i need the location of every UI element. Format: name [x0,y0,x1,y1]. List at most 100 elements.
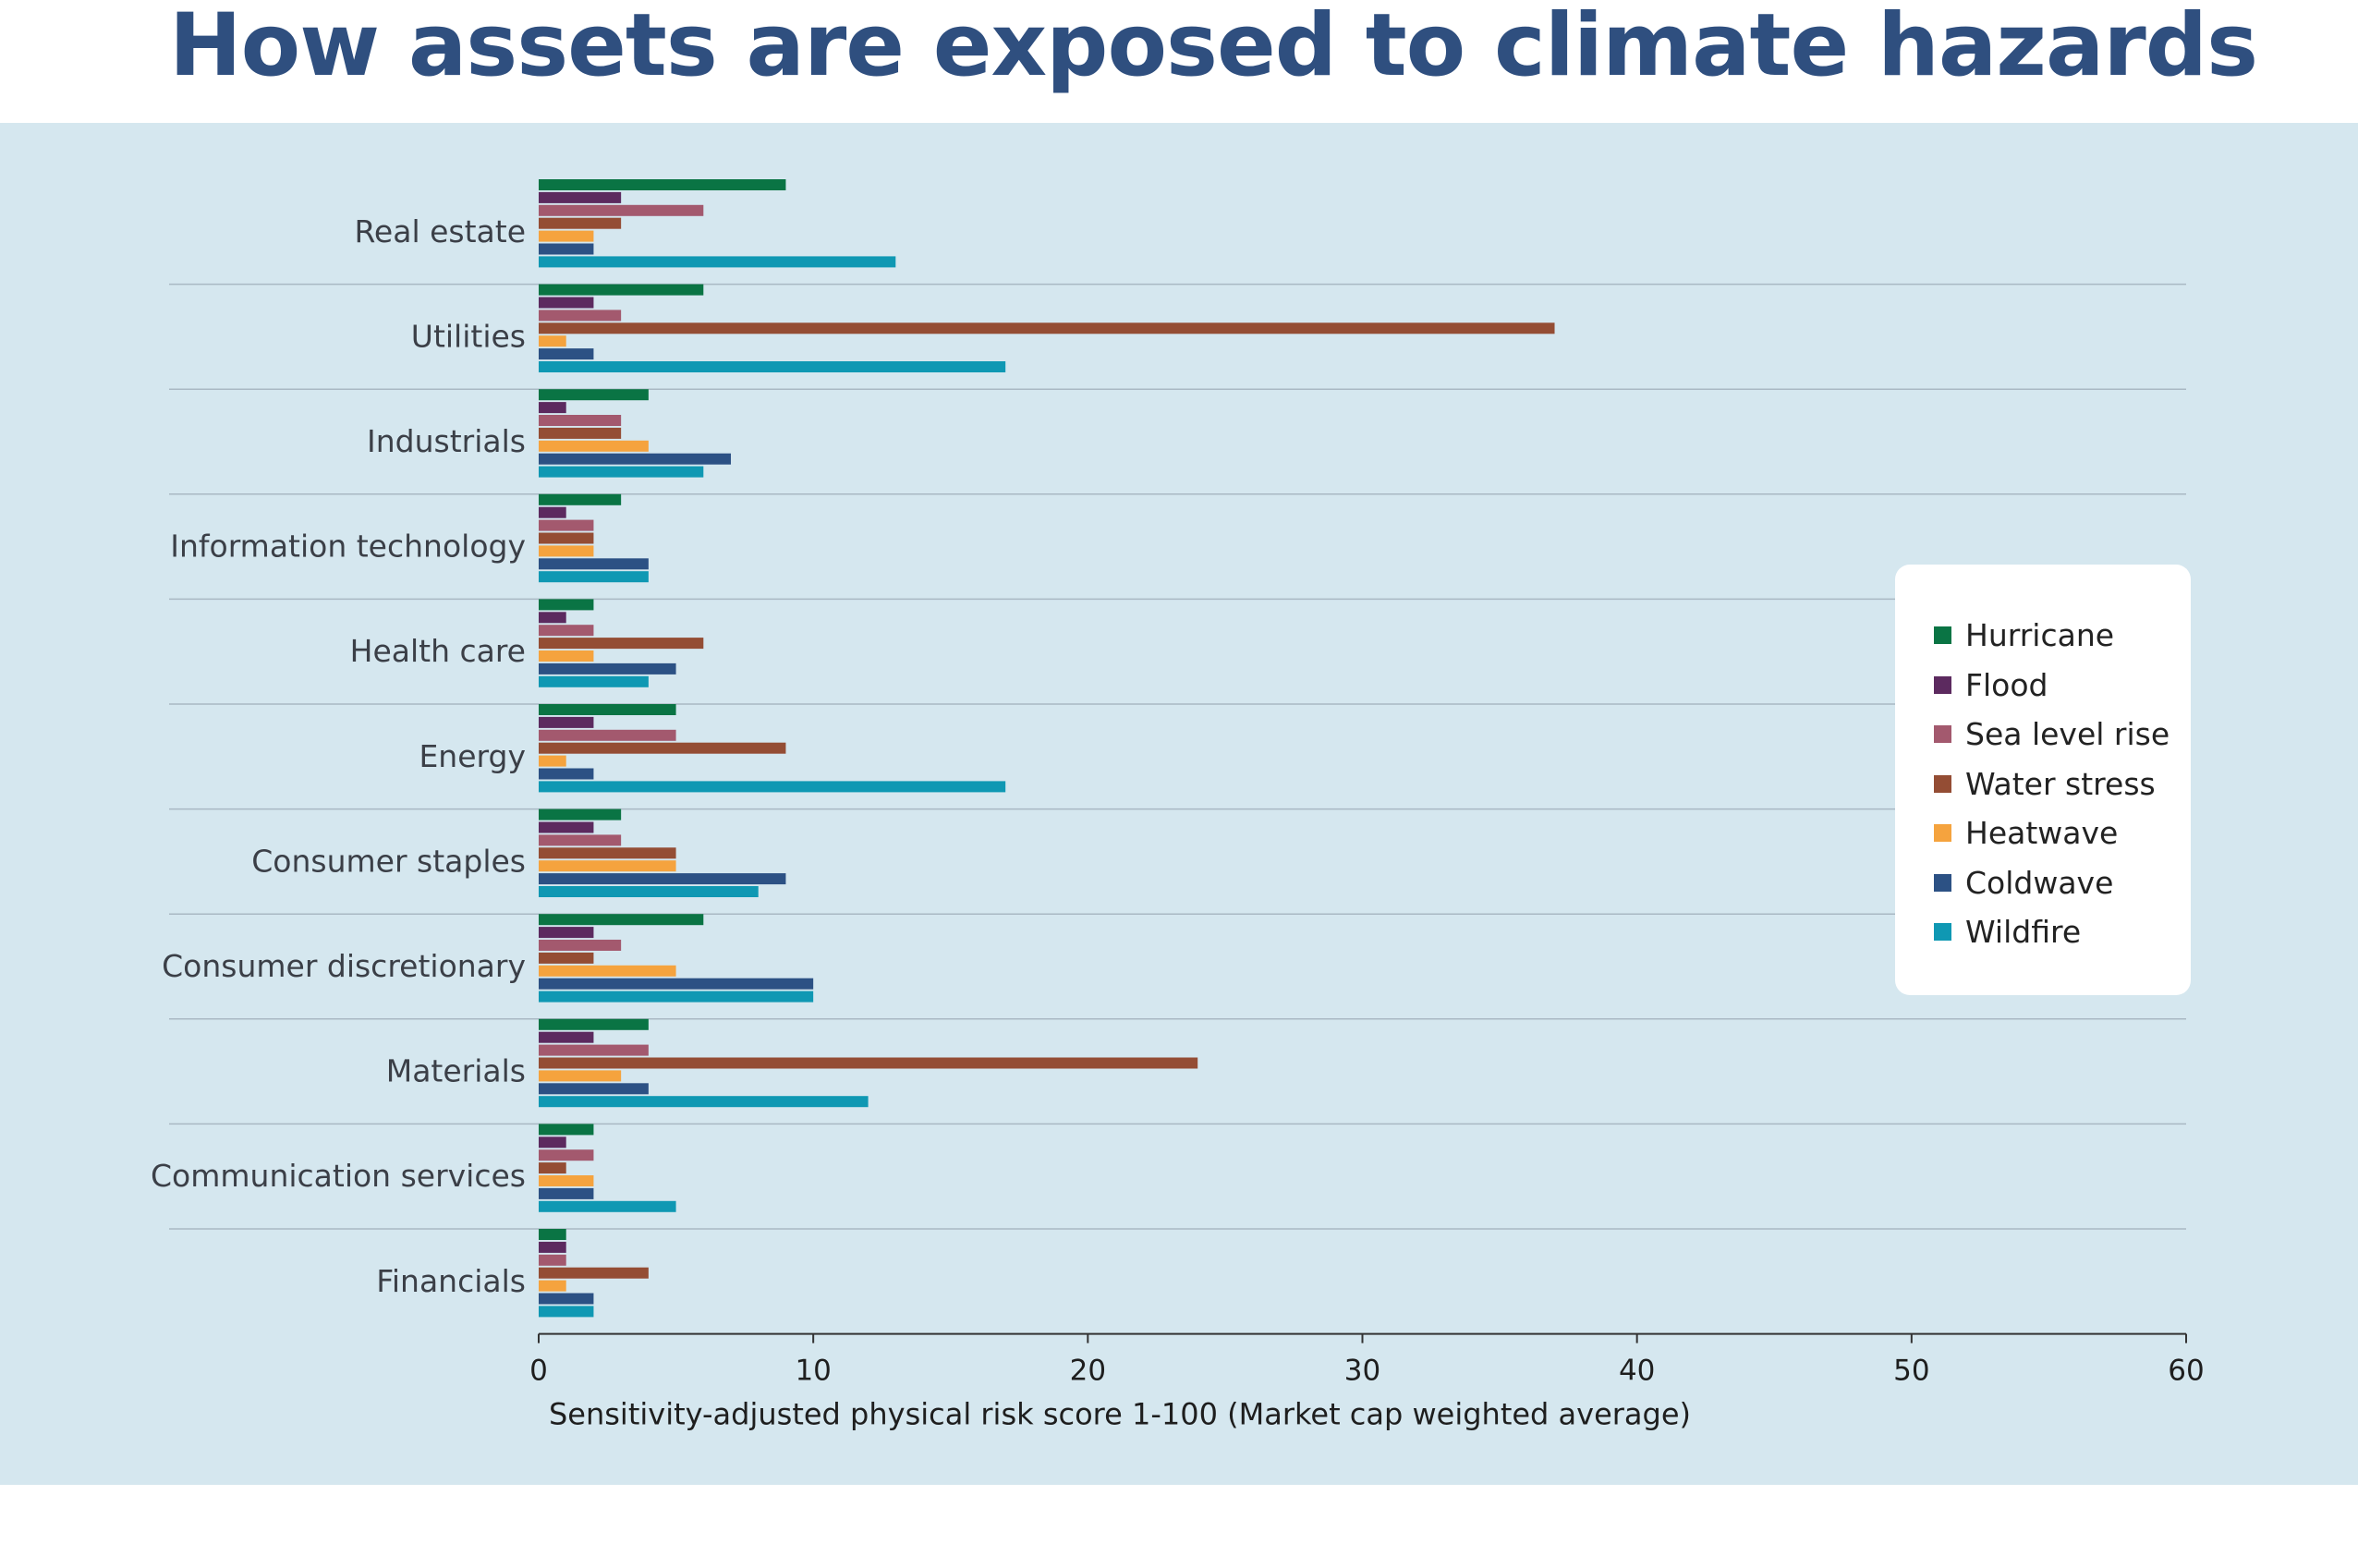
bar-utilities-water-stress [539,322,1555,334]
legend-item-wildfire: Wildfire [1934,907,2191,957]
bar-consumer-discretionary-water-stress [539,952,594,964]
legend-swatch [1934,675,1951,694]
bar-utilities-heatwave [539,335,566,347]
legend-item-coldwave: Coldwave [1934,858,2191,908]
bar-energy-wildfire [539,781,1006,793]
x-tick-label: 0 [529,1355,548,1388]
bar-consumer-staples-water-stress [539,847,676,859]
legend-swatch [1934,824,1951,843]
bar-utilities-coldwave [539,348,594,360]
bar-materials-sea-level-rise [539,1044,649,1056]
bar-energy-coldwave [539,768,594,780]
bar-materials-flood [539,1031,594,1043]
bar-communication-services-wildfire [539,1200,676,1212]
bar-information-technology-coldwave [539,558,649,570]
legend-label: Flood [1965,666,2048,703]
bar-consumer-discretionary-hurricane [539,914,704,926]
legend-item-heatwave: Heatwave [1934,808,2191,858]
x-tick-label: 60 [2168,1355,2204,1388]
category-label-utilities: Utilities [411,318,526,354]
bar-information-technology-wildfire [539,571,649,583]
bar-industrials-water-stress [539,427,622,439]
bar-financials-wildfire [539,1306,594,1318]
category-label-real-estate: Real estate [354,213,526,249]
category-labels: Real estate Utilities Industrials Informati… [151,213,526,1299]
bar-utilities-wildfire [539,361,1006,372]
legend-label: Water stress [1965,765,2156,802]
bar-health-care-flood [539,612,566,624]
bar-utilities-flood [539,297,594,309]
bar-industrials-sea-level-rise [539,415,622,426]
legend-label: Heatwave [1965,815,2119,852]
page-title: How assets are exposed to climate hazard… [169,0,2258,96]
bar-consumer-discretionary-wildfire [539,991,814,1003]
x-tick-label: 40 [1619,1355,1655,1388]
bar-energy-heatwave [539,755,566,767]
bar-consumer-staples-wildfire [539,886,759,897]
bar-materials-wildfire [539,1096,869,1108]
bar-industrials-hurricane [539,389,649,401]
bar-materials-water-stress [539,1057,1198,1069]
bar-energy-sea-level-rise [539,729,676,741]
bar-real-estate-sea-level-rise [539,204,704,216]
bar-financials-sea-level-rise [539,1254,566,1266]
bar-materials-coldwave [539,1083,649,1095]
category-label-information-technology: Information technology [170,529,526,565]
bar-energy-water-stress [539,742,786,754]
bar-communication-services-flood [539,1136,566,1149]
bar-real-estate-hurricane [539,179,786,190]
row-separators [169,283,2186,1230]
category-label-energy: Energy [419,738,526,774]
x-tick-label: 30 [1344,1355,1380,1388]
bar-communication-services-heatwave [539,1175,594,1186]
bar-health-care-coldwave [539,662,676,675]
bar-industrials-heatwave [539,440,649,452]
bar-real-estate-coldwave [539,243,594,255]
category-label-consumer-staples: Consumer staples [251,843,526,879]
bar-information-technology-flood [539,506,566,518]
bar-health-care-heatwave [539,650,594,662]
bar-real-estate-flood [539,191,622,203]
bar-consumer-discretionary-heatwave [539,965,676,977]
legend-label: Coldwave [1965,864,2114,901]
bar-materials-heatwave [539,1070,622,1082]
bar-utilities-hurricane [539,284,704,296]
bar-materials-hurricane [539,1018,649,1030]
bar-real-estate-heatwave [539,230,594,242]
bar-communication-services-hurricane [539,1124,594,1136]
bar-communication-services-water-stress [539,1162,566,1174]
bar-financials-water-stress [539,1267,649,1279]
legend-swatch [1934,873,1951,892]
legend-label: Hurricane [1965,617,2115,654]
legend: Hurricane Flood Sea level rise Water stress… [1895,565,2191,995]
category-label-industrials: Industrials [367,423,526,459]
bar-health-care-water-stress [539,638,704,650]
legend-swatch [1934,774,1951,793]
category-label-consumer-discretionary: Consumer discretionary [162,948,526,984]
x-axis-ticks: 0 10 20 30 40 50 60 [529,1333,2205,1388]
x-tick-label: 50 [1893,1355,1929,1388]
bar-health-care-wildfire [539,675,649,687]
legend-swatch [1934,923,1951,942]
category-label-materials: Materials [386,1053,526,1089]
bar-information-technology-hurricane [539,493,622,505]
bar-consumer-discretionary-sea-level-rise [539,940,622,951]
legend-item-sea-level-rise: Sea level rise [1934,710,2191,760]
bar-energy-hurricane [539,704,676,715]
x-tick-label: 20 [1070,1355,1106,1388]
bar-information-technology-water-stress [539,532,594,544]
bar-financials-flood [539,1241,566,1253]
bar-communication-services-sea-level-rise [539,1149,594,1161]
category-label-health-care: Health care [350,633,526,669]
bar-financials-heatwave [539,1280,566,1292]
bar-communication-services-coldwave [539,1187,594,1199]
bar-utilities-sea-level-rise [539,310,622,322]
bar-consumer-staples-flood [539,821,594,833]
legend-item-flood: Flood [1934,661,2191,711]
bar-consumer-discretionary-coldwave [539,978,814,990]
bar-health-care-hurricane [539,599,594,611]
bar-information-technology-sea-level-rise [539,519,594,531]
bar-industrials-wildfire [539,466,704,478]
legend-item-water-stress: Water stress [1934,760,2191,809]
